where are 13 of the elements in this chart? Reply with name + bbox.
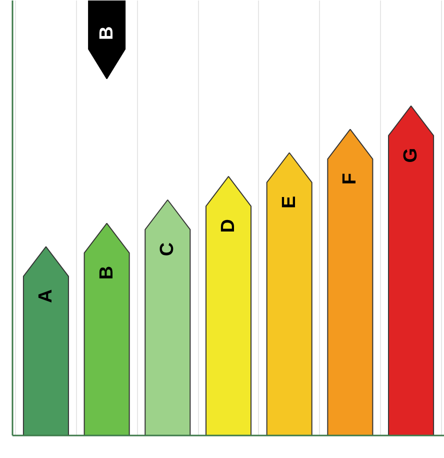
x-tick-label: D (218, 219, 239, 233)
bar (144, 199, 191, 436)
text: B (96, 26, 118, 40)
bar (84, 222, 130, 436)
bar (388, 105, 434, 436)
bar (205, 176, 252, 436)
bar (327, 128, 374, 436)
x-tick-label: E (278, 196, 300, 209)
bar (266, 152, 312, 436)
x-tick-label: A (35, 288, 56, 303)
x-tick-label: F (340, 172, 361, 185)
x-tick-label: C (157, 242, 178, 256)
x-tick-label: G (400, 148, 422, 163)
